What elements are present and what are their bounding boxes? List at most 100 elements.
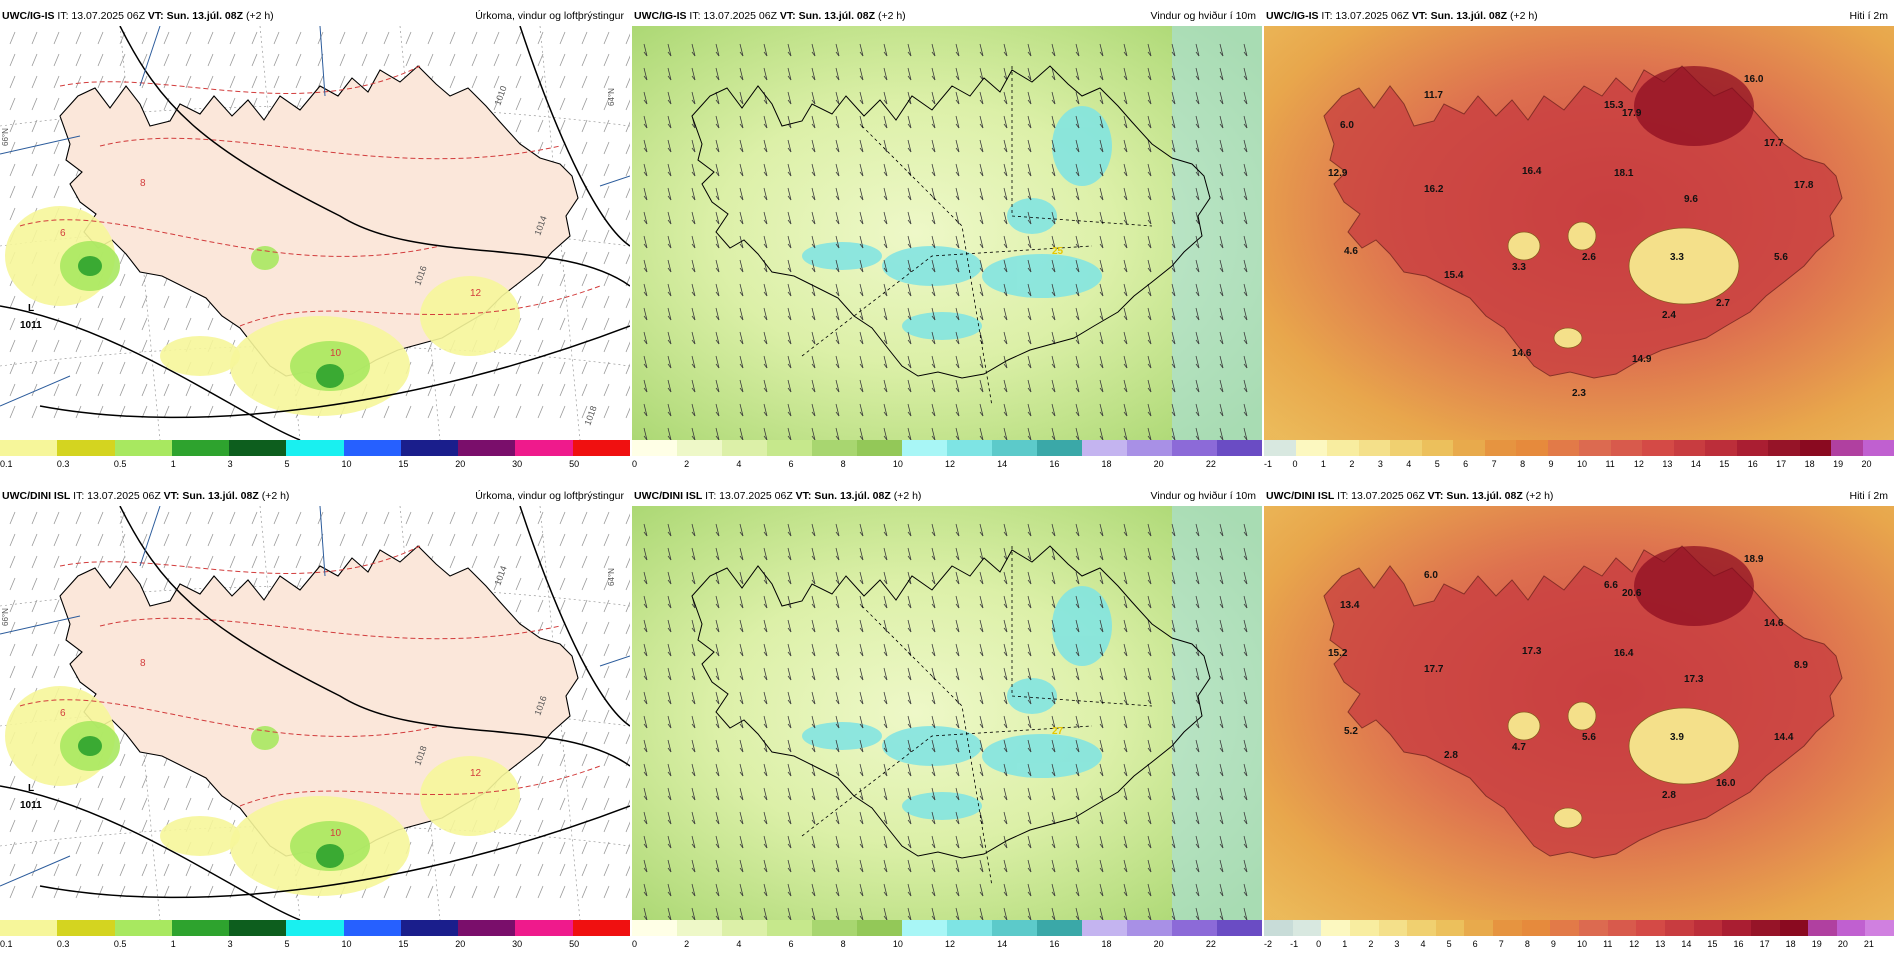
colorbar-segment [1082,920,1127,936]
map-area[interactable]: 6.0 13.4 6.6 20.6 18.9 15.2 17.7 17.3 16.4 17.3 14… [1264,506,1894,926]
map-svg: 25 [632,26,1262,440]
colorbar-segment [1750,920,1780,936]
temperature-value-label: 12.9 [1328,168,1348,179]
colorbar-segment [1349,920,1379,936]
colorbar-tick-label: 0 [632,459,638,469]
colorbar-segment [1779,920,1809,936]
map-panel-temp: UWC/DINI ISL IT: 13.07.2025 06Z VT: Sun.… [1264,488,1895,953]
colorbar-segment [1082,440,1127,456]
temperature-value-label: 15.3 [1604,100,1624,111]
colorbar-tick-label: 9 [1548,459,1554,469]
model-source: UWC/DINI ISL [634,490,703,502]
colorbar-segment [1799,440,1831,456]
map-area[interactable]: L 1011 6 8 10 12 1014 1016 1018 66°N 64°N [0,506,630,926]
panel-title: Hiti í 2m [1849,490,1888,502]
colorbar-tick-label: 0.1 [0,459,13,469]
colorbar-tick-label: 0 [632,939,638,949]
colorbar-tick-label: 17 [1776,459,1787,469]
model-source: UWC/DINI ISL [2,490,71,502]
temperature-value-label: 5.6 [1774,252,1788,263]
colorbar-tick-label: 7 [1491,459,1497,469]
temperature-value-label: 5.6 [1582,732,1596,743]
init-time: IT: 13.07.2025 06Z [57,10,145,22]
latitude-label: 66°N [1,128,10,146]
map-area[interactable]: 25 [632,26,1262,446]
colorbar-tick-label: 4 [1420,939,1426,949]
init-time: IT: 13.07.2025 06Z [705,490,793,502]
temperature-value-label: 3.3 [1512,262,1526,273]
colorbar-tick-label: 0.5 [113,939,127,949]
panel-header: UWC/DINI ISL IT: 13.07.2025 06Z VT: Sun.… [0,488,630,504]
colorbar-segment [1664,920,1694,936]
valid-time: VT: Sun. 13.júl. 08Z [1411,10,1508,22]
colorbar-segment [1172,440,1217,456]
temperature-value-label: 11.7 [1424,90,1443,101]
colorbar-segment [572,440,630,456]
colorbar-segment [1673,440,1705,456]
colorbar-tick-label: 0.3 [56,459,70,469]
map-panel-precip: UWC/DINI ISL IT: 13.07.2025 06Z VT: Sun.… [0,488,630,953]
model-source: UWC/IG-IS [2,10,55,22]
colorbar-segment [1292,920,1322,936]
temperature-value-label: 15.2 [1328,648,1348,659]
colorbar-tick-label: 14 [997,459,1008,469]
colorbar-tick-label: 6 [1472,939,1478,949]
colorbar-segment [632,440,677,456]
colorbar-tick-label: 12 [1629,939,1640,949]
colorbar-segment [1453,440,1485,456]
colorbar-tick-label: 15 [1707,939,1718,949]
colorbar-tick-label: 14 [1681,939,1692,949]
map-area[interactable]: 27 [632,506,1262,926]
temp-contour-label: 10 [330,828,342,839]
colorbar-segment [1579,920,1608,936]
model-source: UWC/DINI ISL [1266,490,1335,502]
colorbar-ticks: -1 0 1 2 3 4 5 6 7 8 9 10 11 12 13 14 15 16 17 18 19 20 [1264,459,1894,471]
colorbar-tick-label: 3 [227,459,233,469]
colorbar-segment [400,440,459,456]
temperature-value-label: 14.6 [1764,618,1784,629]
colorbar-segment [947,920,992,936]
temperature-value-label: 14.4 [1774,732,1794,743]
low-pressure-symbol: L [28,303,34,314]
colorbar-tick-label: 22 [1205,939,1216,949]
colorbar-segment [1464,920,1494,936]
colorbar-tick-label: 8 [840,939,846,949]
colorbar-tick-label: 18 [1101,459,1112,469]
colorbar-tick-label: 21 [1863,939,1874,949]
temperature-value-label: 8.9 [1794,660,1808,671]
colorbar-tick-label: 0 [1316,939,1322,949]
temperature-value-label: 16.4 [1614,648,1634,659]
colorbar-tick-label: 2 [684,939,690,949]
colorbar-segment [1836,920,1866,936]
colorbar [1264,920,1895,936]
model-source: UWC/IG-IS [1266,10,1319,22]
colorbar-tick-label: 2 [1349,459,1355,469]
low-pressure-value: 1011 [20,800,42,811]
temperature-value-label: 5.2 [1344,726,1358,737]
colorbar-segment [1768,440,1800,456]
colorbar-segment [722,440,767,456]
map-area[interactable]: L 1011 6 8 10 12 1010 1014 1016 1018 66°N 64°N [0,26,630,446]
temperature-value-label: 17.9 [1622,108,1642,119]
colorbar-tick-label: 0.1 [0,939,13,949]
panel-header: UWC/DINI ISL IT: 13.07.2025 06Z VT: Sun.… [632,488,1262,504]
temp-contour-label: 8 [140,178,146,189]
temperature-value-label: 2.8 [1662,790,1676,801]
colorbar-tick-label: 5 [284,939,290,949]
temperature-value-label: 15.4 [1444,270,1464,281]
colorbar-tick-label: 16 [1733,939,1744,949]
colorbar-tick-label: 16 [1747,459,1758,469]
colorbar-segment [1722,920,1751,936]
colorbar-tick-label: 30 [512,939,523,949]
colorbar-tick-label: -2 [1264,939,1273,949]
temperature-value-label: 9.6 [1684,194,1698,205]
colorbar-segment [343,440,401,456]
colorbar-segment [767,440,812,456]
colorbar-tick-label: 10 [892,459,903,469]
temperature-value-label: 2.3 [1572,388,1586,399]
map-area[interactable]: 11.7 6.0 15.3 17.9 16.0 12.9 16.2 16.4 18.1 9.6 17… [1264,26,1894,446]
colorbar-tick-label: 13 [1655,939,1666,949]
colorbar-tick-label: 20 [1837,939,1848,949]
valid-time: VT: Sun. 13.júl. 08Z [147,10,244,22]
